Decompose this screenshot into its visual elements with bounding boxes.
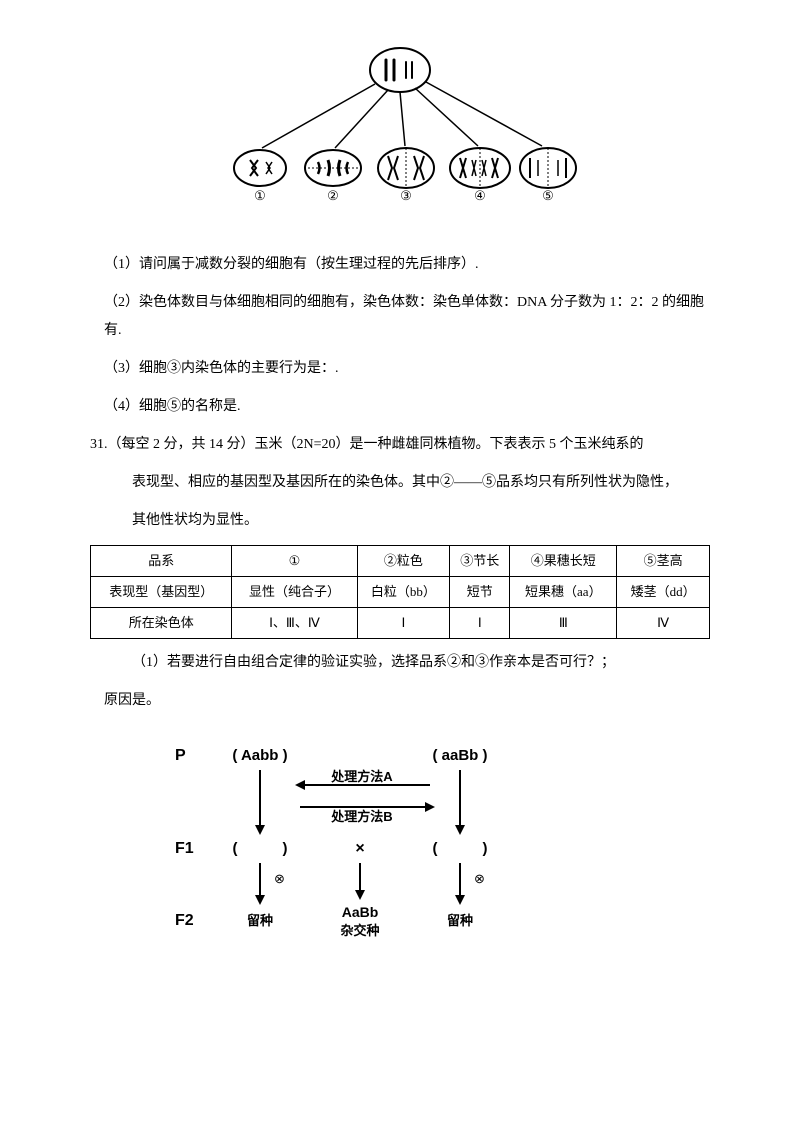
f1-cross: × bbox=[355, 840, 364, 857]
question-1: （1）请问属于减数分裂的细胞有（按生理过程的先后排序）. bbox=[90, 251, 710, 279]
question-31-line1: 31.（每空 2 分，共 14 分）玉米（2N=20）是一种雌雄同株植物。下表表… bbox=[90, 431, 710, 459]
f2-mid-genotype: AaBb bbox=[342, 904, 379, 920]
question-31-line2: 表现型、相应的基因型及基因所在的染色体。其中②——⑤品系均只有所列性状为隐性， bbox=[90, 469, 710, 497]
table-cell: Ⅰ、Ⅲ、Ⅳ bbox=[232, 608, 357, 639]
document-page: ① ② ③ bbox=[0, 0, 800, 996]
genetics-table: 品系 ① ②粒色 ③节长 ④果穗长短 ⑤茎高 表现型（基因型） 显性（纯合子） … bbox=[90, 545, 710, 639]
method-b-label: 处理方法B bbox=[330, 809, 392, 824]
table-cell: 白粒（bb） bbox=[357, 577, 450, 608]
p-right-genotype: ( aaBb ) bbox=[432, 747, 487, 764]
svg-text:②: ② bbox=[327, 188, 339, 203]
question-4: （4）细胞⑤的名称是. bbox=[90, 393, 710, 421]
f2-left: 留种 bbox=[247, 913, 273, 928]
cross-diagram-svg: P ( Aabb ) ( aaBb ) 处理方法A 处理方法B F1 ( ) ×… bbox=[150, 735, 570, 945]
p-label: P bbox=[175, 747, 186, 764]
svg-text:③: ③ bbox=[400, 188, 412, 203]
self-symbol-right: ⊗ bbox=[474, 871, 485, 886]
table-cell: Ⅰ bbox=[357, 608, 450, 639]
table-cell: Ⅳ bbox=[617, 608, 710, 639]
table-cell: ① bbox=[232, 546, 357, 577]
table-cell: 显性（纯合子） bbox=[232, 577, 357, 608]
table-cell: ④果穗长短 bbox=[510, 546, 617, 577]
table-row: 所在染色体 Ⅰ、Ⅲ、Ⅳ Ⅰ Ⅰ Ⅲ Ⅳ bbox=[91, 608, 710, 639]
p-left-genotype: ( Aabb ) bbox=[232, 747, 287, 764]
table-cell: Ⅲ bbox=[510, 608, 617, 639]
f1-right: ( ) bbox=[433, 840, 488, 857]
table-cell: 表现型（基因型） bbox=[91, 577, 232, 608]
table-cell: ⑤茎高 bbox=[617, 546, 710, 577]
cross-diagram: P ( Aabb ) ( aaBb ) 处理方法A 处理方法B F1 ( ) ×… bbox=[150, 735, 570, 956]
table-cell: Ⅰ bbox=[450, 608, 510, 639]
f1-left: ( ) bbox=[233, 840, 288, 857]
question-2: （2）染色体数目与体细胞相同的细胞有，染色体数：染色单体数：DNA 分子数为 1… bbox=[90, 289, 710, 345]
self-symbol-left: ⊗ bbox=[274, 871, 285, 886]
svg-text:⑤: ⑤ bbox=[542, 188, 554, 203]
table-cell: ②粒色 bbox=[357, 546, 450, 577]
question-31-reason: 原因是。 bbox=[90, 687, 710, 715]
f2-right: 留种 bbox=[447, 913, 473, 928]
table-cell: 短果穗（aa） bbox=[510, 577, 617, 608]
method-a-label: 处理方法A bbox=[330, 769, 393, 784]
question-31-line3: 其他性状均为显性。 bbox=[90, 507, 710, 535]
f1-label: F1 bbox=[175, 840, 194, 857]
cell-diagram-svg: ① ② ③ bbox=[220, 40, 580, 220]
table-row: 品系 ① ②粒色 ③节长 ④果穗长短 ⑤茎高 bbox=[91, 546, 710, 577]
question-31-sub1: （1）若要进行自由组合定律的验证实验，选择品系②和③作亲本是否可行？； bbox=[90, 649, 710, 677]
table-cell: 所在染色体 bbox=[91, 608, 232, 639]
table-cell: 短节 bbox=[450, 577, 510, 608]
cell-division-diagram: ① ② ③ bbox=[90, 40, 710, 231]
question-3: （3）细胞③内染色体的主要行为是：. bbox=[90, 355, 710, 383]
table-cell: 品系 bbox=[91, 546, 232, 577]
table-cell: ③节长 bbox=[450, 546, 510, 577]
f2-mid-label: 杂交种 bbox=[340, 923, 379, 938]
svg-text:④: ④ bbox=[474, 188, 486, 203]
table-cell: 矮茎（dd） bbox=[617, 577, 710, 608]
f2-label: F2 bbox=[175, 912, 194, 929]
svg-text:①: ① bbox=[254, 188, 266, 203]
table-row: 表现型（基因型） 显性（纯合子） 白粒（bb） 短节 短果穗（aa） 矮茎（dd… bbox=[91, 577, 710, 608]
